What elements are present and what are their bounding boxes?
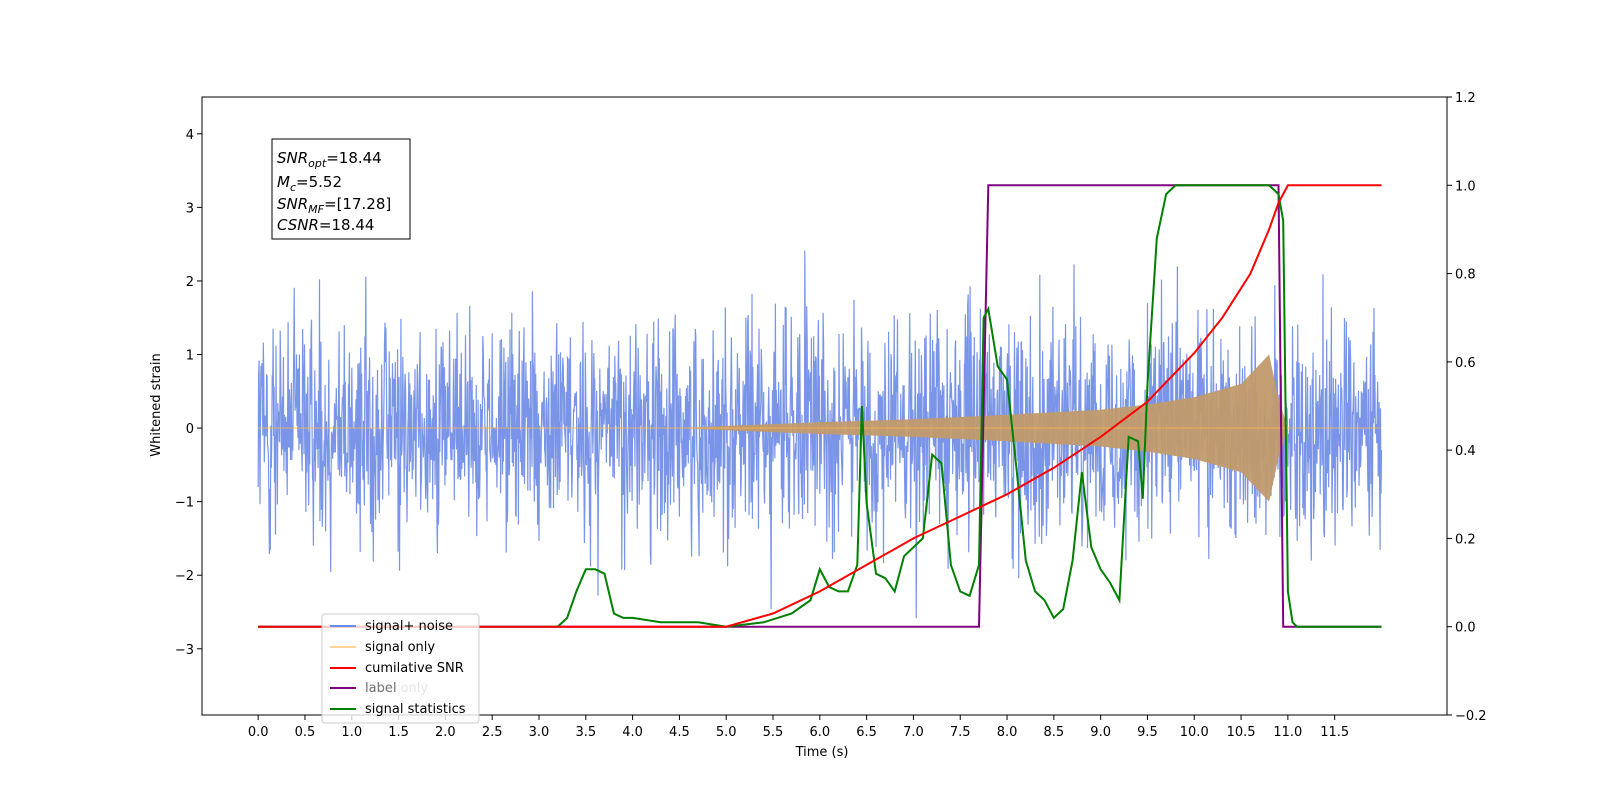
y-tick-label-left: −3 — [175, 643, 194, 658]
y-tick-label-left: −2 — [175, 569, 194, 584]
annotation-mc: Mc=5.52 — [277, 173, 342, 194]
legend: signal+ noise signal only cumilative SNR… — [321, 613, 480, 724]
x-tick-label: 6.0 — [809, 725, 830, 740]
annotation-box — [271, 138, 411, 240]
y-tick-label-right: 1.2 — [1455, 91, 1476, 106]
x-tick-label: 7.5 — [950, 725, 971, 740]
x-tick-label: 1.0 — [341, 725, 362, 740]
y-axis-label: Whitened strain — [149, 353, 164, 456]
annotation-snr-opt: SNRopt=18.44 — [277, 149, 382, 170]
legend-box — [321, 613, 480, 724]
x-tick-label: 3.5 — [575, 725, 596, 740]
x-tick-label: 8.5 — [1043, 725, 1064, 740]
legend-label-label: label — [365, 681, 396, 696]
y-tick-label-right: −0.2 — [1455, 709, 1487, 724]
y-tick-label-right: 0.8 — [1455, 268, 1476, 283]
x-tick-label: 0.0 — [248, 725, 269, 740]
y-tick-label-left: −1 — [175, 496, 194, 511]
legend-label-signal-statistics: signal statistics — [365, 702, 466, 717]
legend-label-signal-only: signal only — [365, 640, 435, 655]
x-tick-label: 11.5 — [1320, 725, 1349, 740]
y-tick-label-left: 3 — [186, 201, 194, 216]
y-tick-label-right: 1.0 — [1455, 179, 1476, 194]
x-tick-label: 2.0 — [435, 725, 456, 740]
y-tick-label-left: 0 — [186, 422, 194, 437]
y-tick-label-left: 1 — [186, 349, 194, 364]
x-tick-label: 2.5 — [482, 725, 503, 740]
series-cumulative-snr — [258, 184, 1382, 628]
y-tick-label-right: 0.6 — [1455, 356, 1476, 371]
annotation-csnr: CSNR=18.44 — [277, 216, 374, 234]
x-tick-label: 5.5 — [763, 725, 784, 740]
x-tick-label: 0.5 — [295, 725, 316, 740]
x-tick-label: 6.5 — [856, 725, 877, 740]
x-tick-label: 9.5 — [1137, 725, 1158, 740]
x-tick-label: 3.0 — [529, 725, 550, 740]
x-tick-label: 8.0 — [997, 725, 1018, 740]
y-axis-right: −0.2 0.0 0.2 0.4 0.6 0.8 1.0 1.2 — [1447, 91, 1487, 724]
x-axis: 0.0 0.5 1.0 1.5 2.0 2.5 3.0 3.5 4.0 4.5 5.0 5.5 6.0 6… — [248, 715, 1349, 740]
axes-frame — [201, 96, 1448, 716]
legend-label-label-only: label only — [365, 681, 428, 696]
x-tick-label: 4.0 — [622, 725, 643, 740]
x-tick-label: 10.5 — [1227, 725, 1256, 740]
x-tick-label: 10.0 — [1180, 725, 1209, 740]
y-tick-label-right: 0.0 — [1455, 621, 1476, 636]
x-tick-label: 5.0 — [716, 725, 737, 740]
x-tick-label: 7.0 — [903, 725, 924, 740]
x-tick-label: 1.5 — [388, 725, 409, 740]
plot-area — [257, 184, 1383, 628]
x-tick-label: 9.0 — [1090, 725, 1111, 740]
y-axis-left: −3 −2 −1 0 1 2 3 4 — [175, 128, 202, 658]
series-signal-statistics — [258, 184, 1382, 628]
x-tick-label: 4.5 — [669, 725, 690, 740]
x-tick-label: 11.0 — [1273, 725, 1302, 740]
y-tick-label-left: 4 — [186, 128, 194, 143]
y-tick-label-right: 0.4 — [1455, 444, 1476, 459]
stats-annotation: SNRopt=18.44 Mc=5.52 SNRMF=[17.28] CSNR=… — [271, 138, 411, 240]
x-axis-label: Time (s) — [795, 745, 849, 760]
y-tick-label-left: 2 — [186, 275, 194, 290]
annotation-snr-mf: SNRMF=[17.28] — [277, 195, 391, 216]
legend-label-cumulative-snr: cumilative SNR — [365, 661, 464, 676]
series-signal-noise — [257, 250, 1383, 619]
y-tick-label-right: 0.2 — [1455, 532, 1476, 547]
legend-label-signal-noise: signal+ noise — [365, 619, 453, 634]
